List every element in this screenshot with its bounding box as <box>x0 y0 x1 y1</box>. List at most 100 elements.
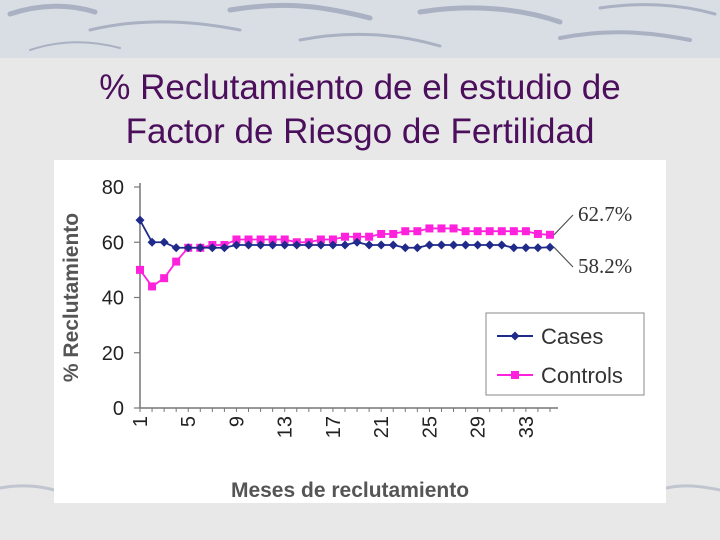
data-point-cases <box>268 240 278 250</box>
x-tick-label: 21 <box>371 416 393 438</box>
data-point-controls <box>533 229 542 238</box>
data-point-controls <box>256 235 265 244</box>
end-label-cases: 58.2% <box>578 254 632 278</box>
end-label-arrow-controls <box>553 214 574 236</box>
x-tick-label: 1 <box>130 416 152 427</box>
data-point-cases <box>147 237 157 247</box>
data-point-controls <box>473 227 482 236</box>
data-point-controls <box>497 227 506 236</box>
x-tick-label: 17 <box>323 416 345 438</box>
series-cases <box>135 215 555 253</box>
data-point-controls <box>160 274 169 283</box>
slide-title-line-1: % Reclutamiento de el estudio de <box>99 68 621 107</box>
data-point-cases <box>231 240 241 250</box>
end-label-controls: 62.7% <box>578 202 632 226</box>
data-point-cases <box>449 240 459 250</box>
x-tick-label: 13 <box>275 416 297 438</box>
data-point-cases <box>219 243 229 253</box>
data-point-controls <box>136 265 144 274</box>
data-point-controls <box>232 235 241 244</box>
legend-marker-controls <box>511 371 519 379</box>
data-point-controls <box>425 224 434 233</box>
data-point-controls <box>280 235 289 244</box>
series-controls <box>136 224 554 291</box>
data-point-controls <box>437 224 446 233</box>
x-tick-label: 29 <box>468 416 490 438</box>
data-point-controls <box>389 229 398 238</box>
data-point-cases <box>183 243 193 253</box>
legend-box <box>485 312 645 396</box>
data-point-controls <box>509 227 518 236</box>
data-point-controls <box>461 227 470 236</box>
y-tick-label: 0 <box>113 398 124 420</box>
data-point-cases <box>280 240 290 250</box>
data-point-cases <box>461 240 471 250</box>
x-tick-label: 33 <box>516 416 538 438</box>
data-point-controls <box>353 232 362 241</box>
y-tick-label: 20 <box>102 343 124 365</box>
data-point-cases <box>292 240 302 250</box>
chart-legend: Cases Controls <box>485 312 645 396</box>
data-point-cases <box>424 240 434 250</box>
data-point-cases <box>304 240 314 250</box>
data-point-cases <box>328 240 338 250</box>
data-point-controls <box>521 227 530 236</box>
slide-title: % Reclutamiento de el estudio de Factor … <box>0 66 720 154</box>
data-point-cases <box>473 240 483 250</box>
data-point-controls <box>485 227 494 236</box>
data-point-controls <box>413 227 422 236</box>
data-point-cases <box>388 240 398 250</box>
legend-label-controls: Controls <box>541 363 623 388</box>
y-tick-label: 60 <box>102 232 124 254</box>
data-point-controls <box>546 230 554 239</box>
y-axis-label: % Reclutamiento <box>60 213 83 382</box>
series-layer <box>135 215 555 291</box>
y-tick-label: 40 <box>102 288 124 310</box>
data-point-cases <box>316 240 326 250</box>
data-point-cases <box>244 240 254 250</box>
data-point-cases <box>159 237 169 247</box>
data-point-cases <box>135 215 145 225</box>
data-point-cases <box>340 240 350 250</box>
data-point-controls <box>172 257 181 266</box>
end-labels: 58.2% 62.7% <box>553 202 632 278</box>
data-point-cases <box>412 243 422 253</box>
bottom-swoosh-decoration <box>0 484 720 492</box>
x-tick-label: 25 <box>419 416 441 438</box>
x-tick-labels: 1 5 9 13 17 21 25 29 33 <box>130 416 538 438</box>
data-point-controls <box>365 232 374 241</box>
x-tick-label: 5 <box>178 416 200 427</box>
data-point-controls <box>449 224 458 233</box>
data-point-cases <box>195 243 205 253</box>
y-tick-labels: 0 20 40 60 80 <box>102 177 124 420</box>
data-point-controls <box>401 227 410 236</box>
data-point-controls <box>341 232 349 241</box>
data-point-cases <box>497 240 507 250</box>
data-point-controls <box>244 235 253 244</box>
recruitment-chart: 0 20 40 60 80 1 5 9 13 17 21 25 29 33 % Reclutamient… <box>60 177 645 502</box>
data-point-cases <box>545 242 555 252</box>
data-point-controls <box>377 229 386 238</box>
data-point-cases <box>485 240 495 250</box>
data-point-cases <box>400 243 410 253</box>
data-point-cases <box>509 243 519 253</box>
chart-panel: 0 20 40 60 80 1 5 9 13 17 21 25 29 33 % Reclutamient… <box>54 160 666 503</box>
data-point-cases <box>533 243 543 253</box>
legend-label-cases: Cases <box>541 324 603 349</box>
x-tick-label: 9 <box>226 416 248 427</box>
data-point-cases <box>207 243 217 253</box>
data-point-cases <box>376 240 386 250</box>
data-point-controls <box>268 235 277 244</box>
top-swoosh-decoration <box>7 2 717 51</box>
data-point-controls <box>148 282 157 291</box>
data-point-controls <box>328 235 337 244</box>
y-tick-label: 80 <box>102 177 124 199</box>
slide-title-line-2: Factor de Riesgo de Fertilidad <box>125 112 595 151</box>
data-point-cases <box>521 243 531 253</box>
data-point-cases <box>436 240 446 250</box>
legend-marker-cases <box>510 331 520 341</box>
data-point-cases <box>364 240 374 250</box>
data-point-cases <box>171 243 181 253</box>
end-label-arrow-cases <box>553 246 574 268</box>
data-point-cases <box>256 240 266 250</box>
